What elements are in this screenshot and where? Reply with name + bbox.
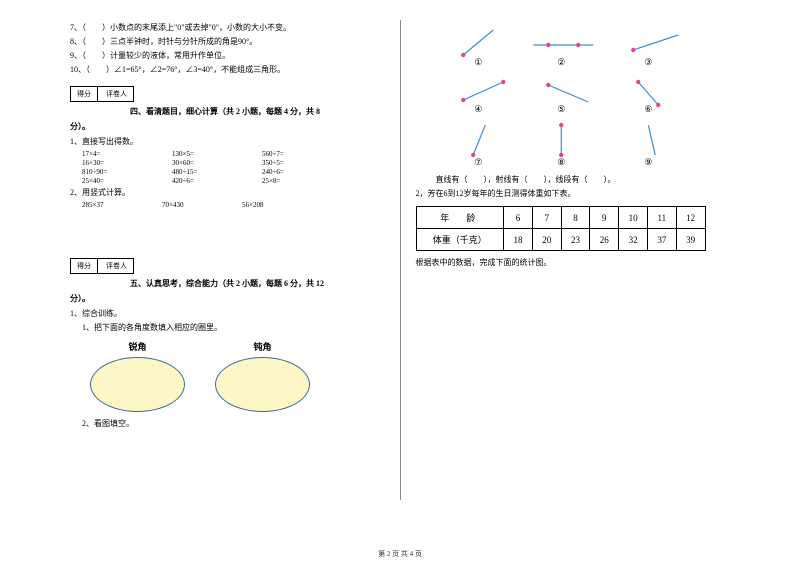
section-5-title: 五、认真思考，综合能力（共 2 小题，每题 6 分，共 12 bbox=[130, 278, 385, 289]
calc-item: 16×30= bbox=[82, 159, 172, 167]
judgment-item: 9、（ ）计量较少的液体，常用升作单位。 bbox=[70, 50, 385, 62]
table-cell: 37 bbox=[647, 229, 676, 251]
svg-text:④: ④ bbox=[474, 104, 482, 114]
reviewer-label: 评卷人 bbox=[100, 87, 133, 101]
obtuse-ellipse bbox=[215, 357, 310, 412]
calc-item: 30×60= bbox=[172, 159, 262, 167]
score-label: 得分 bbox=[71, 259, 98, 273]
judgment-item: 7、（ ）小数点的末尾添上"0"或去掉"0"，小数的大小不变。 bbox=[70, 22, 385, 34]
calc-item: 25×8= bbox=[262, 177, 352, 185]
s5-q1: 1、综合训练。 bbox=[70, 308, 385, 320]
table-cell: 6 bbox=[504, 207, 533, 229]
q1-label: 1、直接写出得数。 bbox=[70, 136, 385, 148]
table-cell: 26 bbox=[590, 229, 619, 251]
svg-text:⑥: ⑥ bbox=[644, 104, 652, 114]
after-table-text: 根据表中的数据，完成下面的统计图。 bbox=[416, 257, 731, 269]
calc-row: 16×30= 30×60= 350÷5= bbox=[82, 159, 385, 167]
calc-item: 130×5= bbox=[172, 150, 262, 158]
score-box: 得分 评卷人 bbox=[70, 258, 134, 274]
judgment-item: 8、（ ）三点半钟时，时针与分针所成的角是90°。 bbox=[70, 36, 385, 48]
obtuse-label: 钝角 bbox=[215, 340, 310, 353]
calc-row: 17×4= 130×5= 560÷7= bbox=[82, 150, 385, 158]
score-box: 得分 评卷人 bbox=[70, 86, 134, 102]
svg-text:⑧: ⑧ bbox=[557, 157, 565, 167]
vertical-calc-row: 285×37 70×430 56×208 bbox=[82, 201, 385, 209]
svg-text:③: ③ bbox=[644, 57, 652, 67]
q2-text: 2，芳在6到12岁每年的生日测得体重如下表。 bbox=[416, 188, 731, 200]
calc-item: 25×40= bbox=[82, 177, 172, 185]
calc-item: 560÷7= bbox=[262, 150, 352, 158]
table-cell: 12 bbox=[676, 207, 705, 229]
calc-item: 285×37 bbox=[82, 201, 162, 209]
calc-item: 17×4= bbox=[82, 150, 172, 158]
shapes-row: 锐角 钝角 bbox=[90, 340, 385, 412]
calc-item: 420÷6= bbox=[172, 177, 262, 185]
calc-row: 25×40= 420÷6= 25×8= bbox=[82, 177, 385, 185]
page-footer: 第 2 页 共 4 页 bbox=[0, 549, 800, 559]
calc-row: 810÷90= 480÷15= 240÷6= bbox=[82, 168, 385, 176]
column-divider bbox=[400, 20, 401, 500]
judgment-item: 10、（ ）∠1=65°，∠2=76°，∠3=40°，不能组成三角形。 bbox=[70, 64, 385, 76]
calc-block: 17×4= 130×5= 560÷7= 16×30= 30×60= 350÷5=… bbox=[82, 150, 385, 185]
weight-table: 年 龄 6 7 8 9 10 11 12 体重（千克） 18 20 23 26 … bbox=[416, 206, 706, 251]
table-cell: 32 bbox=[619, 229, 648, 251]
table-cell: 23 bbox=[561, 229, 590, 251]
s5-q1-1: 1、把下面的各角度数填入相应的圈里。 bbox=[82, 322, 385, 334]
table-cell: 9 bbox=[590, 207, 619, 229]
lines-diagram: ① ② ③ ④ ⑤ ⑥ ⑦ ⑧ ⑨ bbox=[416, 20, 731, 170]
section-4-suffix: 分）。 bbox=[70, 121, 385, 132]
svg-text:⑤: ⑤ bbox=[557, 104, 565, 114]
judgment-block: 7、（ ）小数点的末尾添上"0"或去掉"0"，小数的大小不变。 8、（ ）三点半… bbox=[70, 22, 385, 76]
svg-text:⑦: ⑦ bbox=[474, 157, 482, 167]
svg-text:①: ① bbox=[474, 57, 482, 67]
calc-item: 70×430 bbox=[162, 201, 242, 209]
calc-item: 240÷6= bbox=[262, 168, 352, 176]
s5-q1-2: 2、看图填空。 bbox=[82, 418, 385, 430]
table-cell: 11 bbox=[647, 207, 676, 229]
table-row: 年 龄 6 7 8 9 10 11 12 bbox=[416, 207, 705, 229]
fill-text: 直线有（ ），射线有（ ），线段有（ ）。 bbox=[436, 174, 731, 186]
calc-item: 480÷15= bbox=[172, 168, 262, 176]
calc-item: 350÷5= bbox=[262, 159, 352, 167]
svg-text:②: ② bbox=[557, 57, 565, 67]
obtuse-group: 钝角 bbox=[215, 340, 310, 412]
table-cell: 10 bbox=[619, 207, 648, 229]
section-5-suffix: 分）。 bbox=[70, 293, 385, 304]
table-row: 体重（千克） 18 20 23 26 32 37 39 bbox=[416, 229, 705, 251]
right-column: ① ② ③ ④ ⑤ ⑥ ⑦ ⑧ ⑨ 直线有（ ），射线有（ ），线段有（ ）。 2，芳在6到12… bbox=[406, 20, 741, 520]
table-cell: 7 bbox=[532, 207, 561, 229]
q2-label: 2、用竖式计算。 bbox=[70, 187, 385, 199]
calc-item: 810÷90= bbox=[82, 168, 172, 176]
section-4-title: 四、看清题目，细心计算（共 2 小题，每题 4 分，共 8 bbox=[130, 106, 385, 117]
left-column: 7、（ ）小数点的末尾添上"0"或去掉"0"，小数的大小不变。 8、（ ）三点半… bbox=[60, 20, 395, 520]
table-header: 年 龄 bbox=[416, 207, 504, 229]
table-header: 体重（千克） bbox=[416, 229, 504, 251]
table-cell: 8 bbox=[561, 207, 590, 229]
score-label: 得分 bbox=[71, 87, 98, 101]
page-container: 7、（ ）小数点的末尾添上"0"或去掉"0"，小数的大小不变。 8、（ ）三点半… bbox=[0, 0, 800, 530]
calc-item: 56×208 bbox=[242, 201, 322, 209]
acute-group: 锐角 bbox=[90, 340, 185, 412]
table-cell: 18 bbox=[504, 229, 533, 251]
svg-text:⑨: ⑨ bbox=[644, 157, 652, 167]
acute-label: 锐角 bbox=[90, 340, 185, 353]
reviewer-label: 评卷人 bbox=[100, 259, 133, 273]
table-cell: 39 bbox=[676, 229, 705, 251]
acute-ellipse bbox=[90, 357, 185, 412]
table-cell: 20 bbox=[532, 229, 561, 251]
spacer bbox=[70, 210, 385, 250]
